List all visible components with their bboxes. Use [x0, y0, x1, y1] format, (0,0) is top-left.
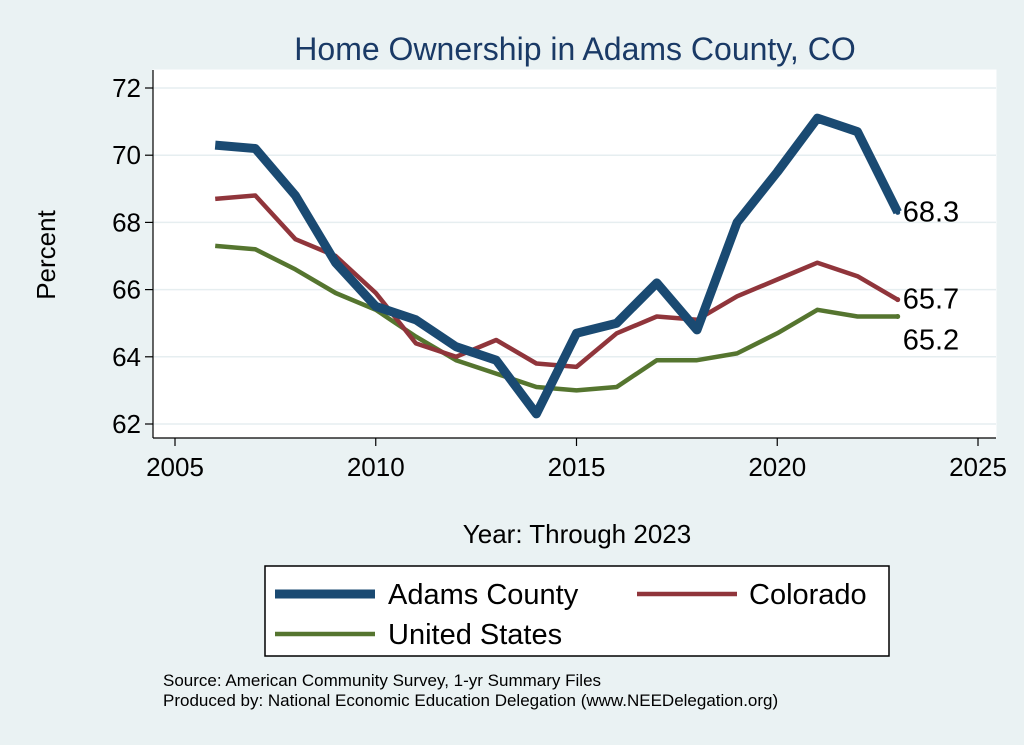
x-axis-ticks: 2005 2010 2015 2020 2025 [146, 438, 1007, 482]
series-lines [214, 113, 902, 419]
series-line-united-states [215, 243, 898, 393]
y-tick-label-64: 64 [112, 342, 141, 372]
x-tick-label-2020: 2020 [748, 452, 806, 482]
y-tick-label-72: 72 [112, 73, 141, 103]
y-tick-label-62: 62 [112, 409, 141, 439]
legend-items: Adams County Colorado United States [275, 579, 867, 651]
end-labels: 68.3 65.7 65.2 [895, 196, 959, 356]
x-tick-label-2005: 2005 [146, 452, 204, 482]
legend-label-adams-county: Adams County [388, 579, 579, 611]
end-label-colorado: 65.7 [903, 284, 959, 316]
x-tick-label-2025: 2025 [949, 452, 1007, 482]
legend-label-colorado: Colorado [749, 579, 867, 611]
x-tick-label-2010: 2010 [347, 452, 405, 482]
end-marker-colorado [895, 297, 901, 303]
end-marker-united-states [895, 313, 901, 319]
end-label-united-states: 65.2 [903, 324, 959, 356]
source-note: Source: American Community Survey, 1-yr … [163, 671, 602, 690]
produced-by-note: Produced by: National Economic Education… [163, 691, 779, 710]
y-axis-label: Percent [31, 209, 61, 299]
x-axis-label: Year: Through 2023 [463, 519, 691, 549]
y-tick-label-70: 70 [112, 140, 141, 170]
y-axis-ticks: 62 64 66 68 70 72 [112, 73, 153, 439]
y-tick-label-66: 66 [112, 275, 141, 305]
chart-title: Home Ownership in Adams County, CO [294, 31, 855, 67]
x-tick-label-2015: 2015 [548, 452, 606, 482]
plot-area [152, 69, 997, 439]
legend [264, 565, 890, 657]
series-line-adams-county [214, 113, 902, 419]
end-marker-adams-county [895, 209, 901, 215]
y-tick-label-68: 68 [112, 207, 141, 237]
legend-label-united-states: United States [388, 619, 562, 651]
gridlines [153, 87, 996, 425]
end-label-adams-county: 68.3 [903, 196, 959, 228]
